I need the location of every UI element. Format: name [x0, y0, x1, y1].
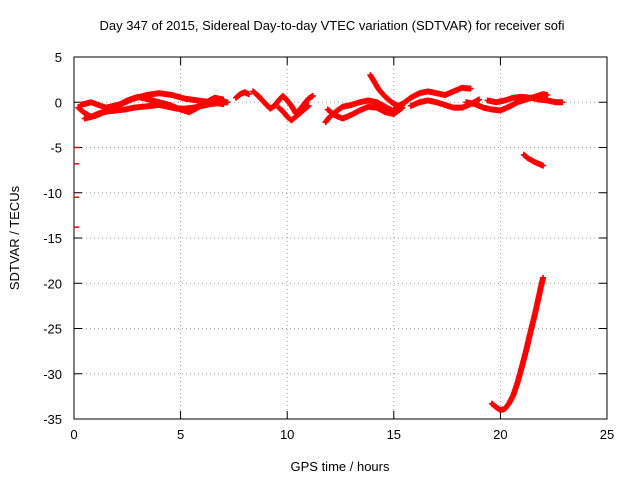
x-axis-label: GPS time / hours: [291, 459, 390, 474]
data-point: [224, 99, 231, 106]
data-point: [540, 274, 547, 281]
data-point: [309, 92, 316, 99]
x-tick-label: 5: [177, 427, 184, 442]
data-point: [304, 103, 311, 110]
data-point: [476, 96, 483, 103]
chart-title: Day 347 of 2015, Sidereal Day-to-day VTE…: [99, 18, 564, 33]
data-point: [544, 92, 551, 99]
ticks: 0 5 10 15 20 25 5 0 -5 -10 -15 -20 -25 -30 -35: [43, 50, 614, 442]
data-series: [484, 93, 566, 106]
data-series: [77, 90, 227, 111]
data-point: [540, 162, 547, 169]
data-points: [74, 72, 566, 413]
data-series: [390, 84, 474, 113]
data-series: [250, 88, 316, 117]
data-point: [220, 101, 227, 108]
y-tick-label: 5: [55, 50, 62, 65]
data-point: [559, 99, 566, 106]
grid: [74, 57, 607, 419]
y-tick-label: -20: [43, 276, 62, 291]
x-tick-label: 20: [493, 427, 507, 442]
y-tick-label: -30: [43, 367, 62, 382]
y-tick-label: -35: [43, 412, 62, 427]
plot-frame: [73, 56, 608, 420]
data-series: [275, 102, 312, 124]
x-tick-label: 10: [280, 427, 294, 442]
x-tick-label: 15: [387, 427, 401, 442]
data-series: [233, 89, 252, 101]
y-tick-label: 0: [55, 95, 62, 110]
data-point: [467, 85, 474, 92]
data-point: [245, 91, 252, 98]
y-tick-label: -10: [43, 186, 62, 201]
data-point: [305, 102, 312, 109]
y-tick-label: -25: [43, 322, 62, 337]
data-series: [488, 274, 547, 413]
y-tick-label: -5: [50, 141, 62, 156]
x-tick-label: 25: [600, 427, 614, 442]
y-axis-label: SDTVAR / TECUs: [7, 185, 22, 290]
y-tick-label: -15: [43, 231, 62, 246]
x-tick-label: 0: [70, 427, 77, 442]
data-series: [74, 146, 79, 228]
data-series: [520, 151, 547, 169]
